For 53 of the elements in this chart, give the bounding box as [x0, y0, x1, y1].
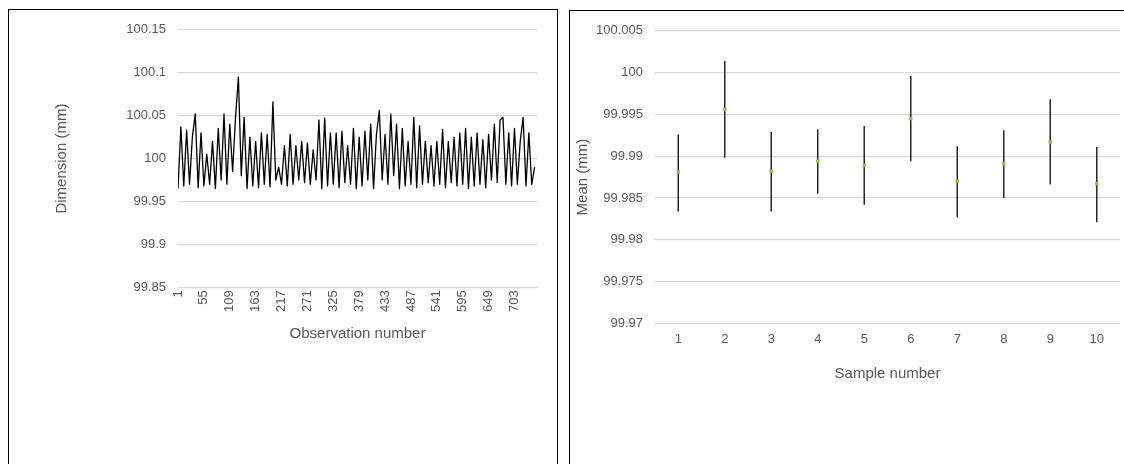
- y-tick-label: 99.995: [603, 105, 643, 121]
- x-tick-label: 2: [721, 330, 729, 346]
- point: [1048, 140, 1053, 144]
- x-axis-title: Observation number: [289, 324, 426, 342]
- y-tick-label: 99.99: [610, 147, 643, 163]
- point: [1001, 161, 1006, 166]
- x-tick-label: 487: [402, 290, 418, 313]
- x-tick-label: 595: [454, 290, 470, 313]
- y-tick-label: 100.05: [126, 107, 166, 123]
- point: [1094, 182, 1099, 186]
- y-axis-title: Dimension (mm): [52, 103, 70, 214]
- point: [722, 107, 727, 112]
- y-tick-label: 99.975: [603, 273, 643, 289]
- x-tick-label: 217: [273, 290, 289, 313]
- y-tick-label: 99.95: [133, 193, 166, 209]
- y-tick-label: 99.97: [610, 314, 643, 330]
- y-tick-label: 99.985: [603, 189, 643, 205]
- y-tick-label: 100.15: [126, 21, 166, 37]
- y-tick-label: 99.85: [133, 278, 166, 294]
- point: [815, 159, 820, 163]
- y-tick-label: 100.005: [596, 22, 643, 38]
- x-tick-label: 433: [376, 290, 392, 313]
- x-tick-label: 271: [298, 290, 314, 313]
- y-tick-label: 99.9: [140, 235, 166, 251]
- y-tick-label: 100: [144, 150, 166, 166]
- x-tick-label: 3: [767, 330, 775, 346]
- x-tick-label: 1: [169, 290, 185, 298]
- x-tick-label: 109: [221, 290, 237, 313]
- x-tick-label: 379: [350, 290, 366, 313]
- x-tick-label: 6: [907, 330, 915, 346]
- x-tick-label: 703: [506, 290, 522, 313]
- x-tick-label: 541: [428, 290, 444, 313]
- x-tick-label: 1: [674, 330, 682, 346]
- x-tick-label: 4: [814, 330, 822, 346]
- x-tick-label: 649: [480, 290, 496, 313]
- x-tick-label: 55: [195, 290, 211, 305]
- x-tick-label: 9: [1046, 330, 1054, 346]
- x-tick-label: 5: [860, 330, 868, 346]
- y-tick-label: 100: [621, 64, 643, 80]
- y-axis-title: Mean (mm): [573, 138, 591, 216]
- point: [676, 170, 681, 174]
- x-axis-title: Sample number: [834, 364, 941, 382]
- point: [908, 116, 913, 121]
- x-tick-label: 163: [247, 290, 263, 313]
- point: [769, 169, 774, 174]
- point: [955, 179, 960, 184]
- y-tick-label: 100.1: [133, 64, 166, 80]
- x-tick-label: 8: [1000, 330, 1008, 346]
- point: [862, 163, 867, 168]
- x-tick-label: 10: [1089, 330, 1104, 346]
- x-tick-label: 7: [953, 330, 961, 346]
- x-tick-label: 325: [324, 290, 340, 313]
- y-tick-label: 99.98: [610, 231, 643, 247]
